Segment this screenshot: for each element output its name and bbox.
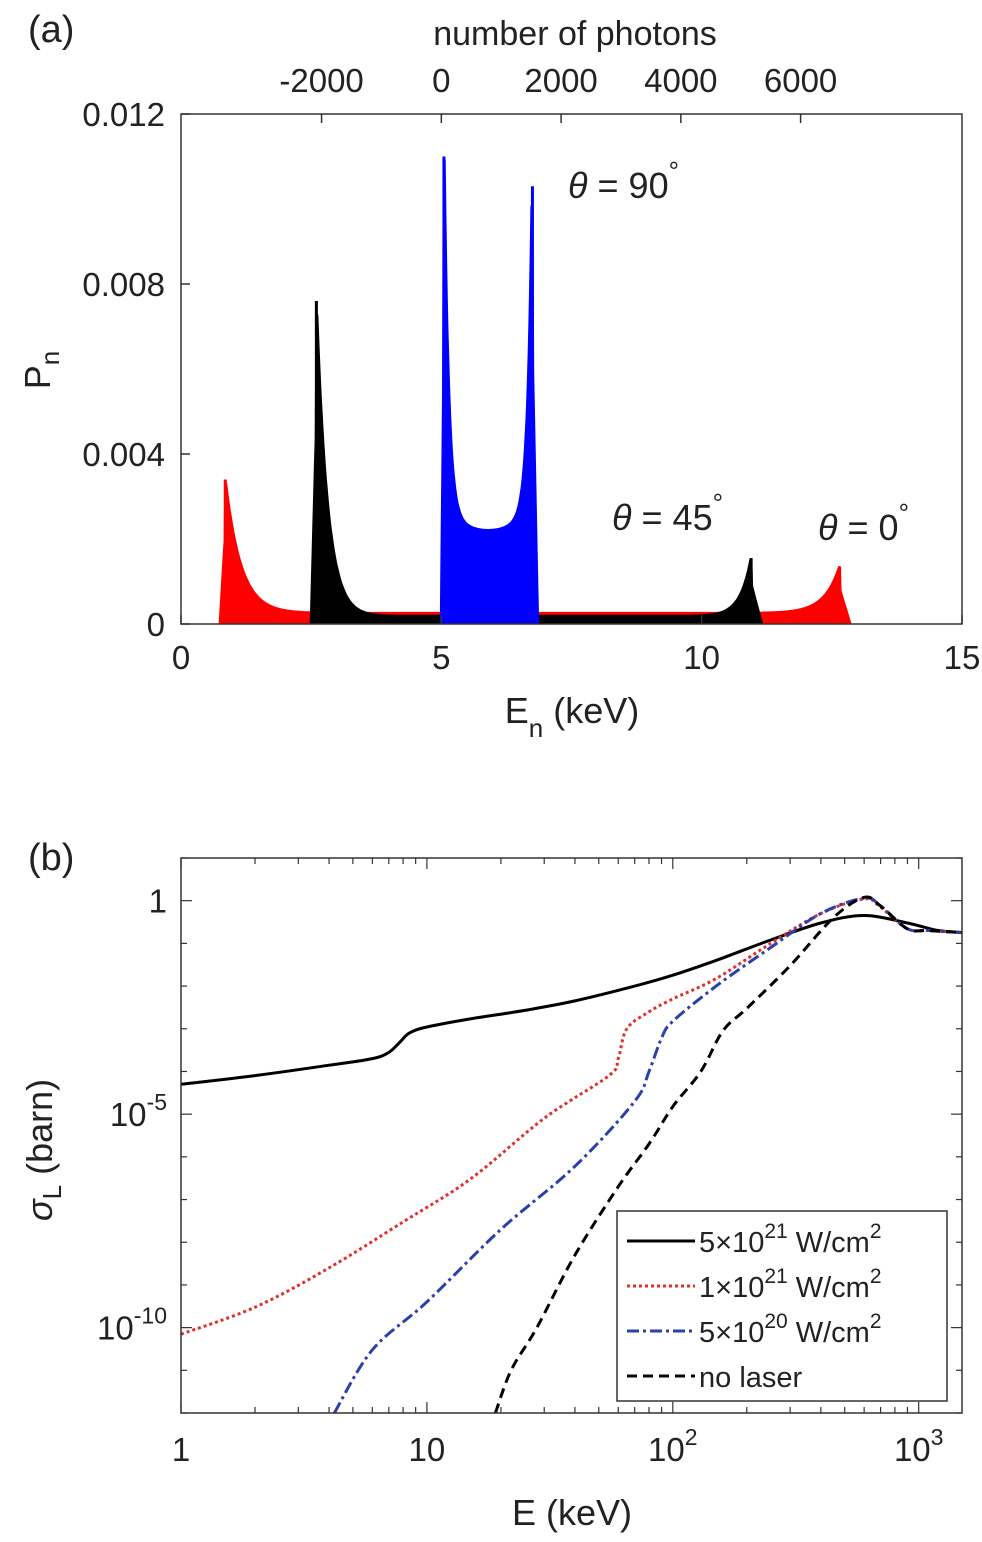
y-tick-label: 10-5 (110, 1089, 167, 1133)
panel-b-y-axis-label: σL (barn) (19, 1079, 67, 1221)
x-tick-label: 15 (944, 639, 981, 676)
y-tick-label: 0.012 (82, 96, 165, 133)
top-x-tick-label: 6000 (764, 62, 837, 99)
legend-entry: no laser (699, 1362, 803, 1394)
legend-box (616, 1210, 948, 1402)
spectrum-stems (441, 160, 538, 624)
x-tick-label: 5 (432, 639, 450, 676)
cross-section-curve (493, 895, 962, 1413)
panel-a-label: (a) (28, 9, 74, 51)
x-tick-label: 10 (683, 639, 720, 676)
x-tick-label: 0 (172, 639, 190, 676)
spectrum-series (439, 156, 540, 625)
top-x-tick-label: -2000 (279, 62, 363, 99)
annotation-theta-90: θ = 90° (568, 156, 679, 206)
y-tick-label: 1 (149, 883, 167, 920)
y-tick-label: 10-10 (97, 1303, 167, 1347)
legend-entry: 5×1020 W/cm2 (699, 1310, 882, 1349)
cross-section-curve (181, 897, 962, 1336)
top-x-tick-label: 2000 (524, 62, 597, 99)
panel-a-ticks: 0 5 10 15 0 0.004 0.008 0.012 (82, 96, 980, 676)
spectrum-envelope (439, 158, 540, 625)
y-tick-label: 0 (147, 606, 165, 643)
annotation-theta-0: θ = 0° (818, 498, 909, 548)
x-tick-label: 102 (648, 1424, 698, 1468)
y-tick-label: 0.004 (82, 436, 165, 473)
panel-a-top-axis-label: number of photons (433, 15, 717, 53)
top-x-tick-label: 4000 (644, 62, 717, 99)
panel-b-label: (b) (28, 837, 74, 879)
panel-b-x-axis-label: E (keV) (512, 1492, 632, 1533)
legend-entry: 1×1021 W/cm2 (699, 1265, 882, 1304)
panel-b-legend: 5×1021 W/cm2 1×1021 W/cm2 5×1020 W/cm2 no l… (616, 1210, 948, 1402)
panel-b: (b) 1 10 102 103 1 10-5 10-10 σL (barn) E (keV… (19, 837, 963, 1533)
panel-b-ticks: 1 10 102 103 1 10-5 10-10 (97, 857, 962, 1468)
panel-a-data (218, 156, 852, 625)
x-tick-label: 10 (409, 1431, 446, 1468)
y-tick-label: 0.008 (82, 266, 165, 303)
panel-b-axes-frame (180, 857, 963, 1414)
annotation-theta-45: θ = 45° (612, 488, 723, 538)
panel-a: (a) number of photons -2000 0 2000 4000 6000… (17, 9, 980, 743)
top-x-tick-label: 0 (432, 62, 450, 99)
panel-b-data (181, 895, 962, 1413)
x-tick-label: 1 (172, 1431, 190, 1468)
panel-a-x-axis-label: En (keV) (505, 690, 640, 743)
x-tick-label: 103 (894, 1424, 944, 1468)
panel-a-axes-frame (180, 113, 963, 625)
legend-entry: 5×1021 W/cm2 (699, 1220, 882, 1259)
cross-section-curve (181, 914, 962, 1086)
panel-a-top-ticks: -2000 0 2000 4000 6000 (279, 62, 837, 123)
panel-a-y-axis-label: Pn (17, 351, 65, 389)
